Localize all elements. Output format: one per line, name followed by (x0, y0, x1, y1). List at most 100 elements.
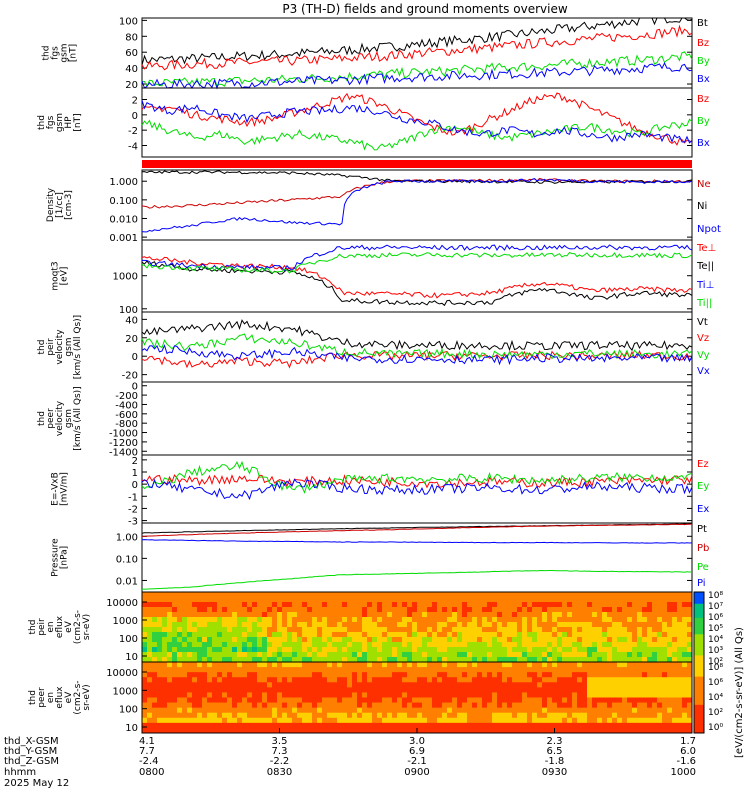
heat-cell (682, 682, 688, 688)
heat-cell (542, 662, 548, 668)
heat-cell (587, 592, 593, 598)
heat-cell (272, 612, 278, 618)
heat-cell (142, 632, 148, 638)
heat-cell (487, 667, 493, 673)
heat-cell (612, 612, 618, 618)
heat-cell (327, 657, 333, 663)
heat-cell (202, 622, 208, 628)
heat-cell (302, 702, 308, 709)
heat-cell (172, 602, 178, 608)
heat-cell (662, 672, 668, 678)
heat-cell (177, 632, 183, 638)
heat-cell (567, 717, 573, 724)
heat-cell (277, 607, 283, 613)
heat-cell (542, 592, 548, 598)
heat-cell (367, 647, 373, 653)
heat-cell (362, 602, 368, 608)
heat-cell (612, 687, 618, 693)
heat-cell (272, 602, 278, 608)
heat-cell (452, 607, 458, 613)
heat-cell (442, 687, 448, 693)
colorbar-cell (694, 622, 704, 626)
heat-cell (267, 622, 273, 628)
heat-cell (312, 727, 318, 734)
heat-cell (332, 647, 338, 653)
panel-ylabel: Pressure [nPa] (51, 538, 70, 577)
heat-cell (327, 637, 333, 643)
heat-cell (457, 682, 463, 688)
heat-cell (287, 617, 293, 623)
heat-cell (387, 632, 393, 638)
heat-cell (312, 622, 318, 628)
heat-cell (512, 592, 518, 598)
heat-cell (397, 702, 403, 709)
heat-cell (402, 677, 408, 683)
heat-cell (632, 602, 638, 608)
heat-cell (207, 722, 213, 729)
heat-cell (147, 687, 153, 693)
heat-cell (577, 667, 583, 673)
heat-cell (192, 647, 198, 653)
heat-cell (572, 632, 578, 638)
ylabel-line: gsm (55, 113, 65, 132)
heat-cell (297, 652, 303, 658)
heat-cell (257, 622, 263, 628)
heat-cell (417, 722, 423, 729)
heat-cell (502, 667, 508, 673)
heat-cell (652, 642, 658, 648)
heat-cell (182, 677, 188, 683)
heat-cell (302, 622, 308, 628)
heat-cell (537, 652, 543, 658)
heat-cell (427, 722, 433, 729)
heat-cell (472, 727, 478, 734)
heat-cell (547, 607, 553, 613)
heat-cell (532, 607, 538, 613)
heat-cell (277, 637, 283, 643)
heat-cell (427, 647, 433, 653)
heat-cell (637, 727, 643, 734)
heat-cell (212, 667, 218, 673)
heat-cell (362, 592, 368, 598)
heat-cell (197, 642, 203, 648)
heat-cell (627, 727, 633, 734)
heat-cell (432, 687, 438, 693)
heat-cell (582, 682, 588, 688)
heat-cell (587, 622, 593, 628)
heat-cell (482, 622, 488, 628)
ylabel-line: HP (64, 116, 74, 129)
heat-cell (552, 657, 558, 663)
heat-cell (232, 592, 238, 598)
heat-cell (312, 677, 318, 683)
colorbar-tick: 10⁰ (708, 723, 723, 733)
heat-cell (637, 647, 643, 653)
heat-cell (472, 677, 478, 683)
heat-cell (637, 612, 643, 618)
heat-cell (267, 682, 273, 688)
heat-cell (482, 672, 488, 678)
heat-cell (222, 637, 228, 643)
heat-cell (662, 632, 668, 638)
heat-cell (597, 677, 603, 683)
heat-cell (457, 667, 463, 673)
ytick-label: -2 (128, 126, 138, 137)
heat-cell (672, 622, 678, 628)
heat-cell (262, 607, 268, 613)
heat-cell (362, 692, 368, 698)
heat-cell (262, 597, 268, 603)
ylabel-line: [mV/m] (60, 472, 70, 506)
heat-cell (637, 617, 643, 623)
heat-cell (622, 692, 628, 698)
heat-cell (602, 617, 608, 623)
heat-cell (152, 637, 158, 643)
heat-cell (262, 707, 268, 714)
heat-cell (302, 617, 308, 623)
heat-cell (632, 697, 638, 703)
heat-cell (442, 702, 448, 709)
heat-cell (357, 722, 363, 729)
heat-cell (387, 722, 393, 729)
series-Vx (141, 344, 693, 366)
heat-cell (587, 602, 593, 608)
heat-cell (402, 592, 408, 598)
heat-cell (497, 632, 503, 638)
legend-Te||: Te|| (696, 261, 714, 272)
